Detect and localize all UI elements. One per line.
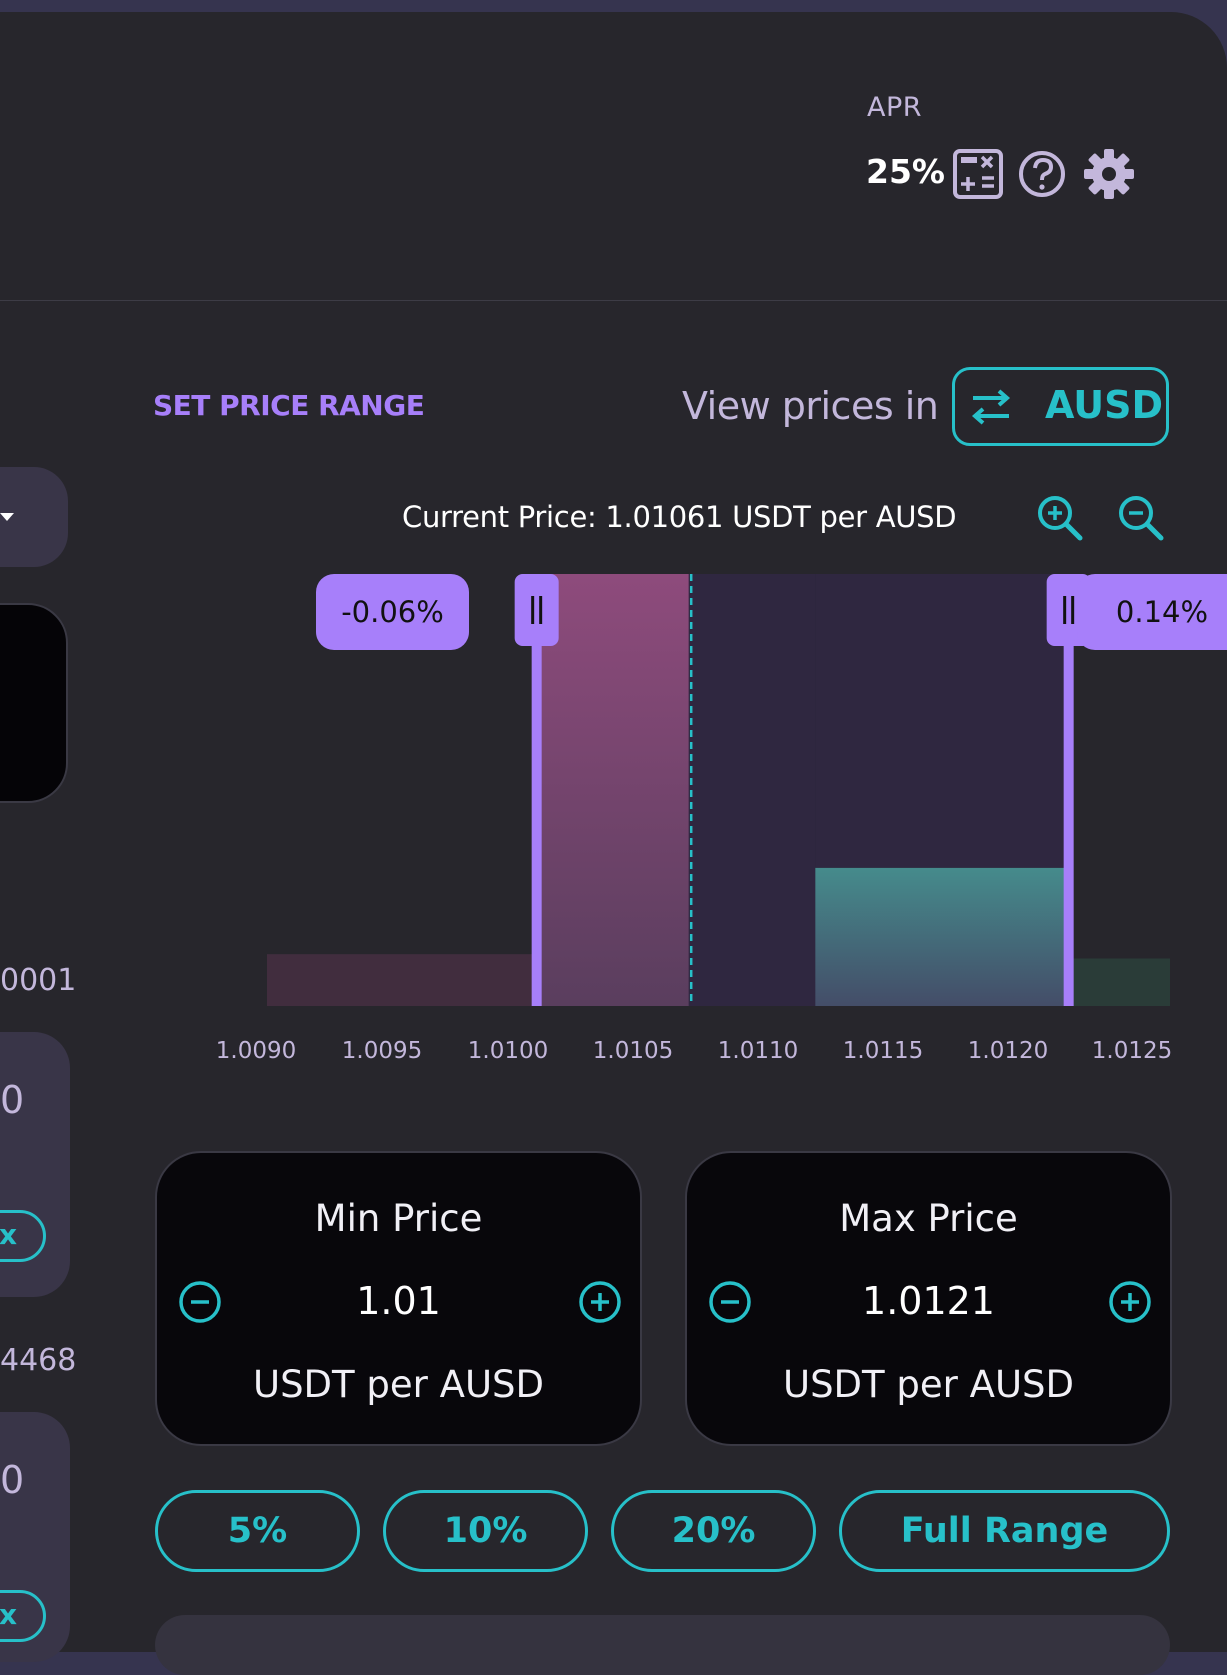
amount-1[interactable]: 0	[0, 1078, 25, 1122]
min-range-handle-line	[531, 574, 542, 1006]
min-price-value[interactable]: 1.01	[356, 1279, 441, 1323]
max-button-1[interactable]: x	[0, 1210, 46, 1262]
x-axis-tick-label: 1.0120	[967, 1038, 1049, 1064]
liquidity-bar	[267, 954, 537, 1006]
set-price-range-title: SET PRICE RANGE	[153, 389, 425, 422]
x-axis-tick-label: 1.0110	[717, 1038, 799, 1064]
preset-5-button[interactable]: 5%	[155, 1490, 360, 1572]
token-select[interactable]	[0, 467, 68, 567]
swap-icon	[971, 389, 1011, 425]
amount-2[interactable]: 0	[0, 1458, 25, 1502]
max-price-unit: USDT per AUSD	[782, 1363, 1074, 1406]
chevron-down-icon	[0, 513, 14, 521]
header-divider	[0, 300, 1227, 301]
min-price-title: Min Price	[314, 1197, 483, 1240]
x-axis-tick-label: 1.0090	[215, 1038, 297, 1064]
liquidity-bar	[688, 574, 816, 1006]
min-price-increment-icon[interactable]	[577, 1279, 623, 1325]
x-axis-tick-label: 1.0125	[1091, 1038, 1173, 1064]
zoom-in-icon[interactable]	[1035, 493, 1085, 543]
apr-value: 25%	[866, 152, 945, 191]
apr-label: APR	[867, 92, 923, 123]
calculator-icon[interactable]	[952, 148, 1004, 200]
max-range-handle-line	[1063, 574, 1074, 1006]
liquidity-bar	[536, 574, 692, 1006]
min-price-decrement-icon[interactable]	[177, 1279, 223, 1325]
min-price-card: Min Price 1.01 USDT per AUSD	[155, 1151, 642, 1446]
x-axis-tick-label: 1.0095	[341, 1038, 423, 1064]
min-range-percent-badge: -0.06%	[316, 574, 469, 650]
toggle-token-label: AUSD	[1045, 383, 1164, 427]
x-axis-tick-label: 1.0105	[592, 1038, 674, 1064]
balance-2: 4468	[0, 1343, 77, 1378]
x-axis-tick-label: 1.0100	[467, 1038, 549, 1064]
preset-20-button[interactable]: 20%	[611, 1490, 816, 1572]
max-price-decrement-icon[interactable]	[707, 1279, 753, 1325]
max-price-title: Max Price	[839, 1197, 1018, 1240]
gear-icon[interactable]	[1083, 148, 1135, 200]
full-range-button[interactable]: Full Range	[839, 1490, 1170, 1572]
min-range-drag-handle[interactable]	[514, 574, 559, 646]
max-price-value[interactable]: 1.0121	[862, 1279, 995, 1323]
x-axis-tick-label: 1.0115	[842, 1038, 924, 1064]
max-price-increment-icon[interactable]	[1107, 1279, 1153, 1325]
liquidity-bar	[1068, 958, 1170, 1006]
view-prices-label: View prices in	[682, 384, 939, 428]
max-price-card: Max Price 1.0121 USDT per AUSD	[685, 1151, 1172, 1446]
zoom-out-icon[interactable]	[1116, 493, 1166, 543]
balance-1: 0001	[0, 963, 77, 998]
preset-10-button[interactable]: 10%	[383, 1490, 588, 1572]
current-price: Current Price: 1.01061 USDT per AUSD	[402, 500, 957, 534]
liquidity-chart-svg	[267, 574, 1170, 1006]
token-preview-card	[0, 603, 68, 803]
min-price-unit: USDT per AUSD	[252, 1363, 544, 1406]
max-range-percent-badge: 0.14%	[1077, 574, 1227, 650]
help-icon[interactable]	[1016, 148, 1068, 200]
liquidity-bar	[815, 574, 1069, 868]
token-toggle-button[interactable]: AUSD	[952, 367, 1169, 446]
next-panel	[155, 1615, 1170, 1675]
liquidity-chart[interactable]	[0, 560, 1227, 1020]
